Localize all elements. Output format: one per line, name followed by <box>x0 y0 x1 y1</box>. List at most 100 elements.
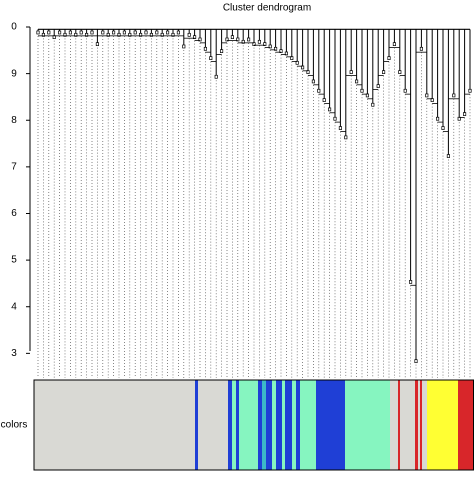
leaf-end <box>155 30 159 35</box>
leaf-end <box>441 126 445 130</box>
chart-title: Cluster dendrogram <box>223 3 311 14</box>
leaf-end <box>203 46 207 51</box>
leaf-end <box>403 88 407 93</box>
leaf-end <box>230 35 234 40</box>
leaf-end <box>333 116 337 121</box>
leaf-end <box>106 32 110 37</box>
y-tick-label: 0 <box>11 22 17 33</box>
leaf-end <box>274 46 278 51</box>
color-segment <box>258 380 262 470</box>
leaf-end <box>160 32 164 37</box>
leaf-end <box>95 42 99 46</box>
y-tick-label: 6 <box>11 208 17 219</box>
leaf-end <box>311 79 315 84</box>
color-segment <box>262 380 266 470</box>
leaf-end <box>182 44 186 49</box>
leaf-end <box>85 32 89 37</box>
leaf-end <box>187 32 191 37</box>
color-segment <box>422 380 427 470</box>
leaf-end <box>452 93 456 98</box>
leaf-end <box>236 37 240 42</box>
leaf-end <box>468 88 472 93</box>
leaf-end <box>36 30 40 35</box>
leaf-end <box>344 135 348 140</box>
leaf-end <box>171 32 175 37</box>
color-segment <box>236 380 239 470</box>
leaf-end <box>41 32 45 37</box>
leaf-end <box>220 49 224 53</box>
color-segment <box>300 380 316 470</box>
leaf-end <box>117 32 121 37</box>
leaf-end <box>241 39 245 44</box>
leaf-end <box>382 70 386 74</box>
color-segment <box>228 380 232 470</box>
leaf-end <box>279 49 283 53</box>
color-segment <box>296 380 300 470</box>
color-segment <box>415 380 418 470</box>
leaf-end <box>101 30 105 35</box>
leaf-end <box>257 39 261 44</box>
leaf-end <box>463 112 467 116</box>
color-segment <box>400 380 415 470</box>
leaf-end <box>47 30 51 35</box>
y-tick-label: 5 <box>11 255 17 266</box>
colorbar-label: colors <box>1 420 28 431</box>
color-segment <box>239 380 258 470</box>
leaf-end <box>144 30 148 35</box>
color-segment <box>195 380 198 470</box>
color-segment <box>427 380 458 470</box>
leaf-end <box>414 359 418 364</box>
leaf-end <box>376 84 380 88</box>
leaf-end <box>68 30 72 35</box>
leaf-end <box>263 42 267 46</box>
color-segment <box>390 380 398 470</box>
leaf-end <box>209 56 213 60</box>
leaf-end <box>193 35 197 40</box>
y-tick-label: 9 <box>11 68 17 79</box>
leaf-end <box>419 46 423 51</box>
color-segment <box>282 380 285 470</box>
color-segment <box>398 380 400 470</box>
leaf-end <box>317 88 321 93</box>
leaf-end <box>214 74 218 79</box>
leaf-end <box>128 32 132 37</box>
color-segment <box>232 380 236 470</box>
leaf-end <box>268 44 272 49</box>
leaf-end <box>355 79 359 84</box>
color-segment <box>34 380 195 470</box>
leaf-end <box>409 280 413 284</box>
leaf-end <box>90 30 94 35</box>
y-tick-label: 8 <box>11 115 17 126</box>
leaf-end <box>436 116 440 121</box>
leaf-end <box>392 42 396 46</box>
leaf-end <box>166 30 170 35</box>
color-segment <box>272 380 276 470</box>
color-segment <box>292 380 296 470</box>
leaf-end <box>58 30 62 35</box>
color-segment <box>316 380 345 470</box>
leaf-end <box>198 37 202 42</box>
color-segment <box>266 380 272 470</box>
color-segment <box>418 380 420 470</box>
leaf-end <box>338 126 342 130</box>
leaf-end <box>225 37 229 42</box>
leaf-end <box>284 51 288 56</box>
y-tick-label: 7 <box>11 162 17 173</box>
leaf-end <box>322 98 326 102</box>
leaf-end <box>290 56 294 60</box>
leaf-end <box>74 32 78 37</box>
leaf-end <box>247 37 251 42</box>
color-segment <box>276 380 282 470</box>
leaf-end <box>63 32 67 37</box>
leaf-end <box>446 154 450 158</box>
y-tick-label: 3 <box>11 348 17 359</box>
leaf-end <box>371 102 375 107</box>
leaf-end <box>365 93 369 98</box>
leaf-end <box>387 56 391 60</box>
y-tick-label: 4 <box>11 301 17 312</box>
leaf-end <box>133 30 137 35</box>
leaf-end <box>79 30 83 35</box>
leaf-end <box>349 70 353 74</box>
leaf-end <box>360 88 364 93</box>
color-segment <box>420 380 422 470</box>
